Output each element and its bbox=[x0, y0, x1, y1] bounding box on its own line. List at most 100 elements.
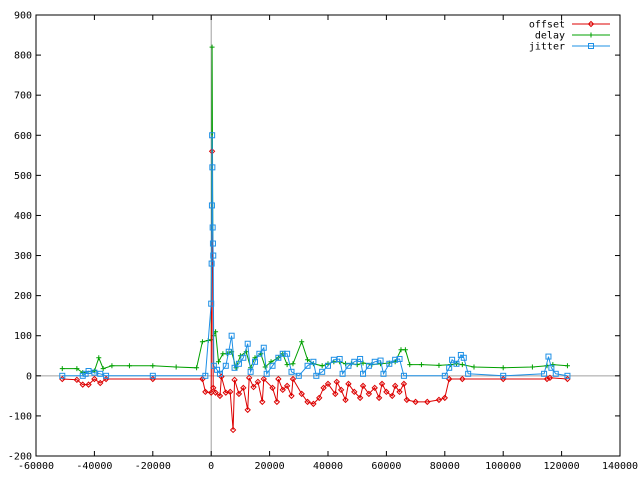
data-point-delay bbox=[299, 339, 305, 345]
data-point-jitter bbox=[400, 372, 407, 379]
y-tick-label: 100 bbox=[14, 331, 32, 342]
data-point-jitter bbox=[235, 360, 242, 367]
data-point-jitter bbox=[209, 132, 216, 139]
data-point-delay bbox=[529, 364, 535, 370]
data-point-jitter bbox=[210, 252, 217, 259]
series-line-jitter bbox=[62, 135, 568, 377]
data-point-jitter bbox=[441, 372, 448, 379]
y-tick-label: 700 bbox=[14, 91, 32, 102]
data-point-offset bbox=[97, 379, 104, 387]
data-point-jitter bbox=[365, 362, 372, 369]
data-point-delay bbox=[100, 366, 106, 372]
y-tick-label: 300 bbox=[14, 251, 32, 262]
data-point-offset bbox=[216, 392, 224, 400]
data-point-offset bbox=[226, 388, 234, 396]
data-point-offset bbox=[435, 396, 443, 404]
data-point-jitter bbox=[541, 370, 548, 377]
data-point-jitter bbox=[202, 372, 209, 379]
data-point-offset bbox=[245, 374, 253, 382]
data-point-jitter bbox=[59, 372, 66, 379]
y-tick-label: 400 bbox=[14, 211, 32, 222]
x-tick-label: 20000 bbox=[255, 461, 285, 472]
legend-label-jitter: jitter bbox=[529, 42, 565, 53]
data-point-delay bbox=[305, 357, 311, 363]
data-point-jitter bbox=[244, 340, 251, 347]
data-point-jitter bbox=[500, 372, 507, 379]
data-point-offset bbox=[324, 380, 332, 388]
data-point-delay bbox=[398, 347, 404, 353]
data-point-offset bbox=[235, 390, 243, 398]
data-point-jitter bbox=[465, 370, 472, 377]
y-tick-label: 900 bbox=[14, 11, 32, 22]
legend-marker-delay bbox=[588, 32, 594, 38]
plot-frame bbox=[35, 14, 621, 457]
legend-marker-offset bbox=[587, 20, 595, 28]
data-point-jitter bbox=[85, 368, 92, 375]
data-point-offset bbox=[273, 398, 281, 406]
legend-label-offset: offset bbox=[529, 20, 565, 31]
data-point-offset bbox=[289, 375, 297, 383]
data-point-offset bbox=[231, 376, 238, 384]
data-point-jitter bbox=[330, 356, 337, 363]
data-point-offset bbox=[345, 380, 352, 388]
data-point-offset bbox=[210, 384, 217, 392]
data-point-delay bbox=[290, 361, 296, 367]
data-point-offset bbox=[543, 375, 551, 383]
data-point-delay bbox=[59, 366, 65, 372]
data-point-offset bbox=[375, 394, 383, 402]
x-tick-label: -20000 bbox=[135, 461, 171, 472]
data-point-jitter bbox=[336, 355, 343, 362]
data-point-jitter bbox=[460, 354, 467, 361]
data-point-delay bbox=[407, 362, 413, 368]
data-point-delay bbox=[564, 363, 570, 369]
x-tick-label: 120000 bbox=[544, 461, 580, 472]
y-tick-label: 800 bbox=[14, 51, 32, 62]
data-point-offset bbox=[207, 389, 215, 396]
data-point-delay bbox=[243, 349, 249, 355]
data-point-offset bbox=[73, 376, 81, 384]
y-tick-label: 200 bbox=[14, 291, 32, 302]
data-point-delay bbox=[284, 362, 290, 368]
data-point-jitter bbox=[225, 348, 232, 355]
data-point-jitter bbox=[396, 355, 403, 362]
data-point-offset bbox=[260, 375, 267, 383]
data-point-offset bbox=[412, 398, 419, 406]
data-point-offset bbox=[250, 383, 257, 391]
data-point-offset bbox=[288, 392, 295, 400]
data-point-offset bbox=[342, 396, 349, 404]
data-point-offset bbox=[283, 382, 291, 390]
x-tick-label: 60000 bbox=[371, 461, 401, 472]
data-point-offset bbox=[359, 382, 367, 390]
x-tick-label: 40000 bbox=[313, 461, 343, 472]
data-point-offset bbox=[365, 390, 373, 398]
y-tick-label: -100 bbox=[8, 411, 32, 422]
data-point-offset bbox=[337, 386, 345, 394]
data-point-offset bbox=[298, 390, 305, 398]
y-tick-label: 600 bbox=[14, 131, 32, 142]
data-point-jitter bbox=[360, 370, 367, 377]
data-point-jitter bbox=[351, 358, 358, 365]
data-point-jitter bbox=[228, 332, 235, 339]
data-point-jitter bbox=[345, 362, 352, 369]
data-point-delay bbox=[96, 355, 102, 361]
legend-marker-jitter bbox=[588, 43, 594, 49]
data-point-offset bbox=[378, 380, 386, 388]
series-delay bbox=[59, 44, 570, 376]
data-point-jitter bbox=[548, 364, 555, 371]
data-point-offset bbox=[229, 426, 237, 434]
data-point-jitter bbox=[231, 364, 238, 371]
data-point-offset bbox=[332, 390, 339, 398]
data-point-jitter bbox=[103, 372, 110, 379]
data-point-offset bbox=[85, 381, 92, 388]
data-point-delay bbox=[126, 363, 132, 369]
data-point-offset bbox=[396, 388, 403, 396]
data-point-delay bbox=[319, 363, 325, 369]
data-point-jitter bbox=[252, 358, 258, 365]
data-point-offset bbox=[320, 384, 327, 392]
data-point-jitter bbox=[209, 224, 216, 231]
data-point-delay bbox=[459, 362, 465, 368]
data-point-jitter bbox=[325, 362, 331, 369]
data-point-delay bbox=[402, 347, 408, 353]
data-point-jitter bbox=[208, 300, 215, 307]
data-point-jitter bbox=[377, 357, 384, 364]
